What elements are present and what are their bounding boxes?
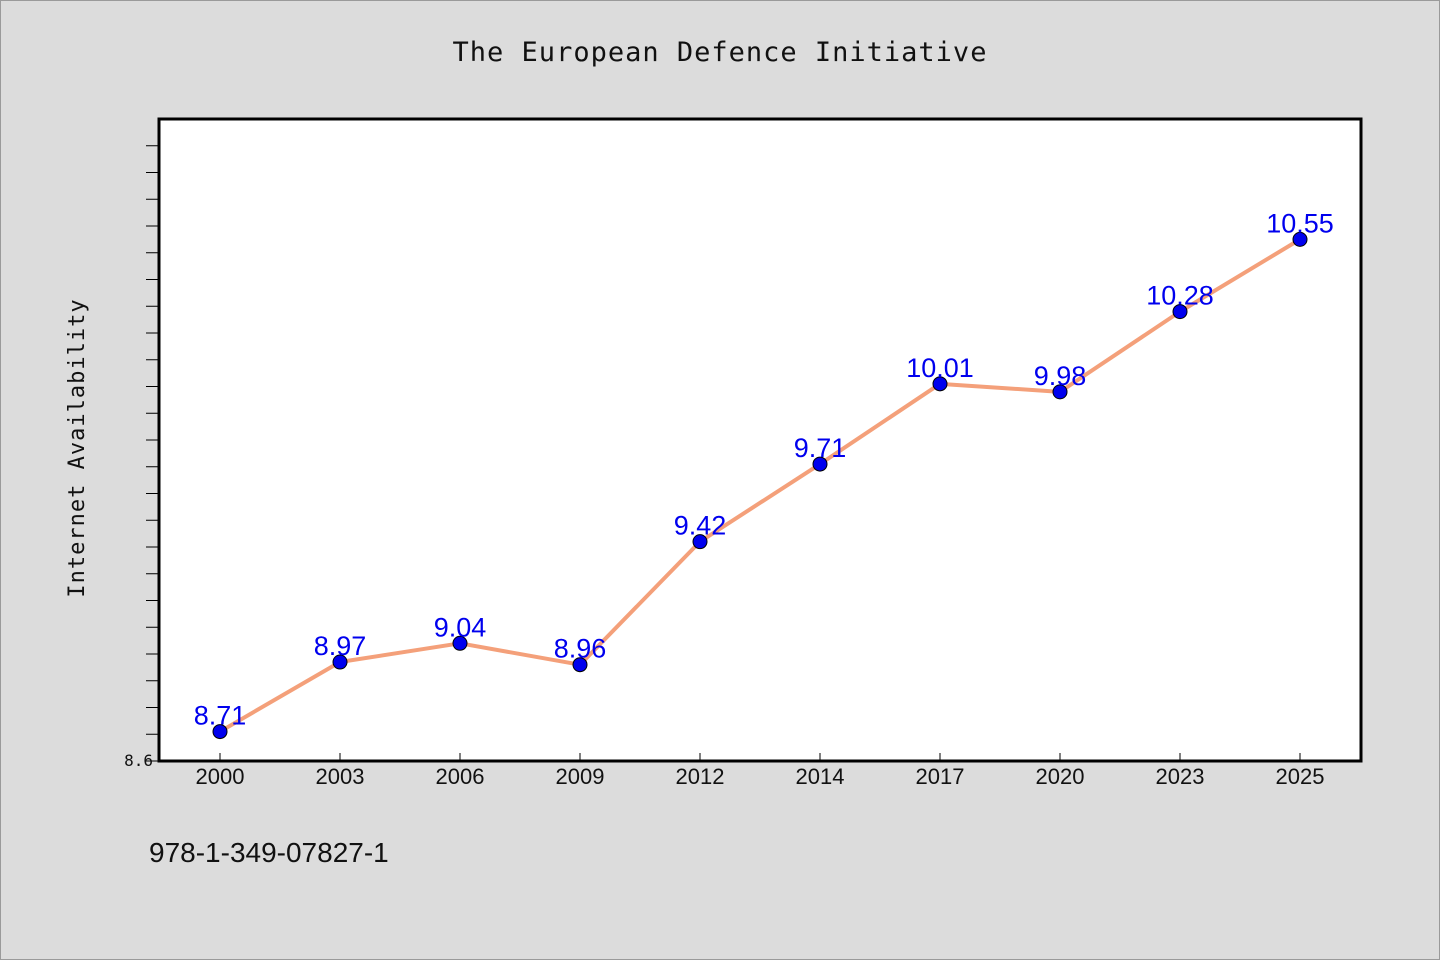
x-tick-label: 2017 bbox=[916, 764, 965, 789]
x-tick-label: 2012 bbox=[676, 764, 725, 789]
data-point bbox=[1292, 231, 1308, 247]
data-point bbox=[932, 376, 948, 392]
plot-area bbox=[157, 117, 1363, 763]
data-label: 9.42 bbox=[674, 511, 727, 541]
data-label: 10.01 bbox=[906, 353, 974, 383]
chart-title: The European Defence Initiative bbox=[453, 37, 988, 68]
x-axis-ticks: 2000 2003 2006 2009 2012 2014 2017 2020 2023 2025 bbox=[196, 753, 1325, 789]
x-tick-label: 2025 bbox=[1276, 764, 1325, 789]
data-point bbox=[812, 456, 828, 472]
x-tick-label: 2023 bbox=[1156, 764, 1205, 789]
x-tick-label: 2003 bbox=[316, 764, 365, 789]
y-axis-ticks: 8.6 bbox=[124, 145, 159, 770]
series-group: 8.71 8.97 9.04 8.96 9.42 9.71 10.01 9.98 10.28 10… bbox=[194, 208, 1334, 740]
data-label: 8.97 bbox=[314, 631, 367, 661]
data-label: 9.04 bbox=[434, 612, 487, 642]
x-tick-label: 2014 bbox=[796, 764, 845, 789]
data-point bbox=[572, 657, 588, 673]
x-tick-label: 2000 bbox=[196, 764, 245, 789]
data-point bbox=[692, 534, 708, 550]
data-label: 9.98 bbox=[1034, 361, 1087, 391]
data-label: 10.28 bbox=[1146, 281, 1214, 311]
isbn-text: 978-1-349-07827-1 bbox=[149, 837, 389, 868]
x-tick-label: 2009 bbox=[556, 764, 605, 789]
x-tick-label: 2006 bbox=[436, 764, 485, 789]
series-line bbox=[218, 237, 1302, 734]
y-tick-label: 8.6 bbox=[124, 751, 153, 770]
data-point bbox=[212, 724, 228, 740]
data-point bbox=[1172, 304, 1188, 320]
data-point bbox=[1052, 384, 1068, 400]
data-label: 9.71 bbox=[794, 433, 847, 463]
y-axis-label: Internet Availability bbox=[65, 298, 90, 597]
x-tick-label: 2020 bbox=[1036, 764, 1085, 789]
data-label: 8.96 bbox=[554, 634, 607, 664]
data-point bbox=[332, 654, 348, 670]
data-point bbox=[452, 635, 468, 651]
data-label: 8.71 bbox=[194, 701, 247, 731]
data-label: 10.55 bbox=[1266, 208, 1334, 238]
